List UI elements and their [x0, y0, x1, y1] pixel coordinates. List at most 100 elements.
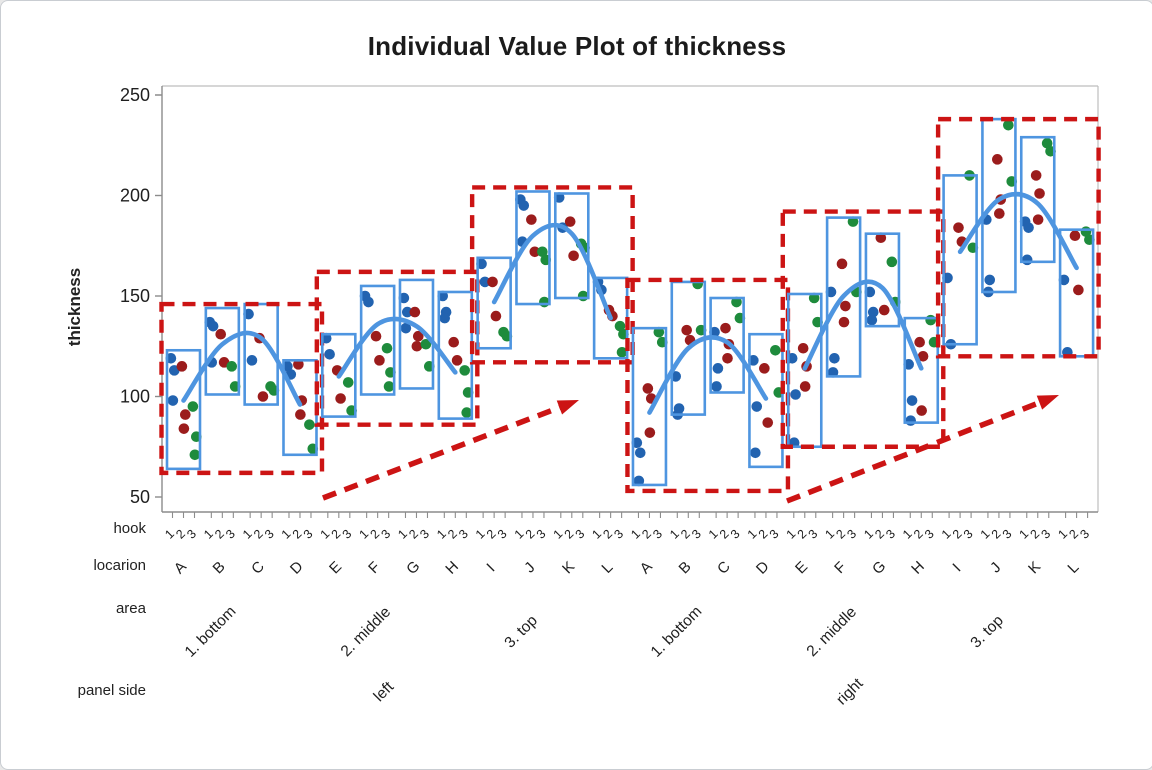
mean-connect-line [181, 330, 303, 407]
data-point [400, 322, 412, 334]
location-label: H [908, 558, 928, 578]
interval-box [243, 302, 279, 406]
data-point [180, 409, 191, 420]
group-highlight-box [469, 185, 635, 365]
interval-box [515, 190, 551, 306]
location-label: F [831, 559, 850, 578]
data-point [712, 363, 724, 374]
data-point [461, 407, 473, 418]
data-point [526, 214, 537, 225]
data-point [187, 401, 199, 412]
data-point [808, 292, 820, 304]
data-point [634, 447, 646, 459]
data-point [953, 222, 964, 233]
location-label: D [287, 558, 307, 578]
interval-box [631, 326, 668, 487]
data-point [681, 324, 692, 336]
axis-row-label-area: area [115, 600, 146, 617]
interval-box [825, 216, 862, 378]
data-point [759, 363, 770, 374]
location-label: A [637, 558, 656, 577]
area-label: 1. bottom [648, 603, 706, 661]
location-label: H [442, 558, 462, 578]
data-point [295, 409, 306, 420]
data-point [992, 154, 1003, 165]
location-label: L [1064, 559, 1082, 577]
data-point [838, 316, 850, 328]
data-point [984, 274, 996, 286]
data-point [916, 405, 927, 416]
area-label: 3. top [501, 612, 540, 651]
data-point [840, 300, 851, 312]
data-point [374, 355, 385, 366]
data-point [167, 395, 179, 406]
hook-tick-label: 3 [922, 527, 937, 542]
interval-box [437, 290, 474, 420]
data-point [836, 258, 848, 270]
data-point [762, 417, 774, 428]
data-point [487, 276, 498, 288]
data-point [770, 344, 781, 356]
hook-tick-label: 3 [806, 527, 821, 542]
location-label: A [171, 558, 190, 577]
data-point [886, 256, 898, 268]
data-point [653, 326, 665, 338]
location-label: G [869, 558, 889, 578]
data-point [875, 232, 887, 244]
data-point [1069, 230, 1081, 241]
data-point [383, 381, 395, 392]
data-point [439, 312, 451, 324]
data-point [568, 250, 579, 262]
data-point [847, 216, 859, 227]
data-point [335, 393, 346, 404]
location-label: B [676, 558, 695, 577]
data-point [324, 348, 335, 360]
hook-tick-label: 3 [1077, 527, 1092, 542]
interval-box [981, 117, 1017, 294]
hook-tick-label: 3 [301, 527, 316, 542]
area-label: 1. bottom [182, 603, 240, 661]
data-point [215, 328, 227, 340]
hook-tick-label: 3 [223, 527, 238, 542]
data-point [917, 351, 929, 362]
location-label: L [598, 559, 616, 577]
data-point [799, 381, 811, 392]
y-tick-label: 50 [130, 487, 150, 507]
location-label: C [714, 558, 734, 578]
y-tick-label: 150 [120, 286, 150, 306]
data-point [459, 365, 471, 376]
hook-tick-label: 3 [1000, 527, 1015, 542]
hook-tick-label: 3 [534, 527, 549, 542]
y-tick-label: 250 [120, 85, 150, 105]
interval-box [942, 174, 978, 346]
location-label: J [987, 559, 1004, 576]
data-point [644, 427, 656, 438]
interval-box [204, 306, 241, 396]
data-point [451, 355, 463, 366]
data-point [1003, 119, 1014, 131]
hook-tick-label: 3 [1039, 527, 1054, 542]
data-point [381, 342, 393, 354]
location-label: I [949, 560, 964, 575]
axis-row-label-hook: hook [113, 520, 146, 537]
area-label: 2. middle [804, 604, 861, 661]
axis-row-label-panel-side: panel side [77, 682, 146, 699]
data-point [342, 377, 354, 388]
data-point [720, 322, 731, 334]
data-point [790, 389, 801, 400]
trend-arrow-head [556, 400, 579, 415]
data-point [1023, 222, 1034, 233]
location-label: I [483, 560, 498, 575]
data-point [1041, 137, 1053, 149]
hook-tick-label: 3 [378, 527, 393, 542]
mean-connect-line [647, 335, 769, 415]
data-point [479, 276, 491, 288]
location-label: J [521, 559, 538, 576]
data-point [797, 342, 809, 354]
data-point [866, 314, 878, 326]
data-point [1034, 188, 1045, 199]
data-point [1032, 214, 1044, 225]
interval-box [903, 316, 940, 424]
axis-row-label-location: locarion [93, 557, 146, 574]
